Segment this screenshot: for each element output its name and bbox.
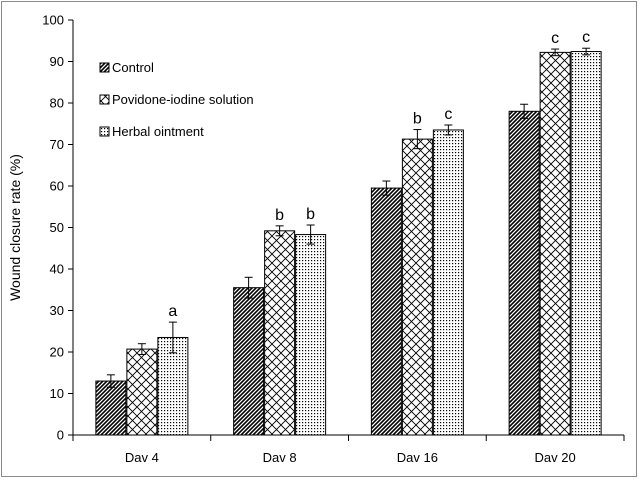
x-tick-label: Dav 16	[397, 450, 438, 465]
x-tick-label: Dav 20	[535, 450, 576, 465]
significance-label: b	[413, 111, 422, 128]
y-tick-label: 20	[50, 345, 64, 360]
y-tick-label: 10	[50, 386, 64, 401]
bar-diagonal-dense	[370, 187, 402, 436]
y-tick-label: 100	[42, 13, 64, 28]
bar-dots	[157, 336, 189, 436]
y-tick-label: 0	[57, 428, 64, 443]
bar-dots	[570, 51, 602, 436]
legend-swatch-dots	[99, 126, 110, 137]
significance-label: b	[275, 207, 284, 224]
y-tick-label: 30	[50, 303, 64, 318]
y-tick-label: 60	[50, 179, 64, 194]
x-tick-label: Dav 8	[263, 450, 297, 465]
bar-crosshatch	[401, 138, 433, 436]
bar-diagonal-dense	[233, 287, 265, 436]
significance-label: c	[444, 106, 452, 123]
significance-label: c	[551, 30, 559, 47]
bar-crosshatch	[539, 51, 571, 436]
y-axis-title: Wound closure rate (%)	[7, 154, 23, 301]
legend-swatch-crosshatch	[99, 94, 110, 105]
legend-label: Control	[112, 60, 154, 75]
y-tick-label: 40	[50, 262, 64, 277]
bar-dots	[295, 234, 327, 436]
bar-diagonal-dense	[95, 380, 127, 436]
y-tick-label: 70	[50, 137, 64, 152]
bar-crosshatch	[264, 230, 296, 436]
bar-diagonal-dense	[508, 110, 540, 436]
bar-dots	[432, 129, 464, 436]
significance-label: a	[168, 303, 177, 320]
significance-label: b	[306, 206, 315, 223]
legend-label: Herbal ointment	[112, 124, 204, 139]
y-tick-label: 50	[50, 220, 64, 235]
y-tick-label: 80	[50, 96, 64, 111]
significance-label: c	[582, 29, 590, 46]
legend-label: Povidone-iodine solution	[112, 92, 254, 107]
x-tick-label: Dav 4	[125, 450, 159, 465]
legend-swatch-diagonal-dense	[99, 62, 110, 73]
bar-crosshatch	[126, 348, 158, 436]
y-tick-label: 90	[50, 54, 64, 69]
